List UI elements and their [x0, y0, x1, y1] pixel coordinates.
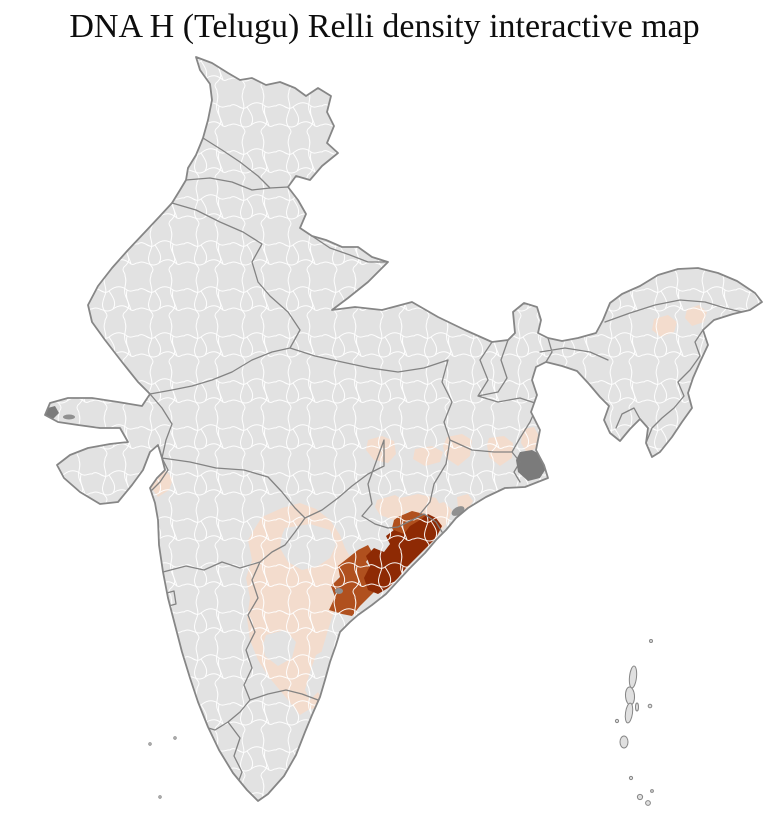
- islands: [148, 639, 654, 806]
- india-landmass[interactable]: [45, 57, 762, 801]
- lakshadweep-islet-1[interactable]: [148, 742, 152, 746]
- andaman-west-islet[interactable]: [614, 718, 620, 724]
- nicobar-islet[interactable]: [650, 789, 654, 793]
- andaman-south[interactable]: [624, 702, 634, 724]
- page-title: DNA H (Telugu) Relli density interactive…: [69, 8, 700, 45]
- car-nicobar[interactable]: [628, 775, 634, 781]
- andaman-middle[interactable]: [624, 686, 636, 706]
- lakshadweep-islet-2[interactable]: [173, 736, 177, 740]
- state-borders: [149, 137, 743, 799]
- andaman-offshore-islet[interactable]: [647, 703, 653, 709]
- kutch-marsh-east: [63, 414, 75, 420]
- andaman-islet-north[interactable]: [649, 639, 653, 643]
- andaman-east-islet[interactable]: [635, 702, 639, 712]
- kolleru-lake: [335, 588, 343, 594]
- andaman-north[interactable]: [628, 665, 638, 689]
- little-andaman[interactable]: [619, 735, 629, 749]
- nicobar-south-1[interactable]: [636, 793, 644, 801]
- lakshadweep-islet-3[interactable]: [158, 795, 162, 799]
- nicobar-south-2[interactable]: [645, 800, 651, 806]
